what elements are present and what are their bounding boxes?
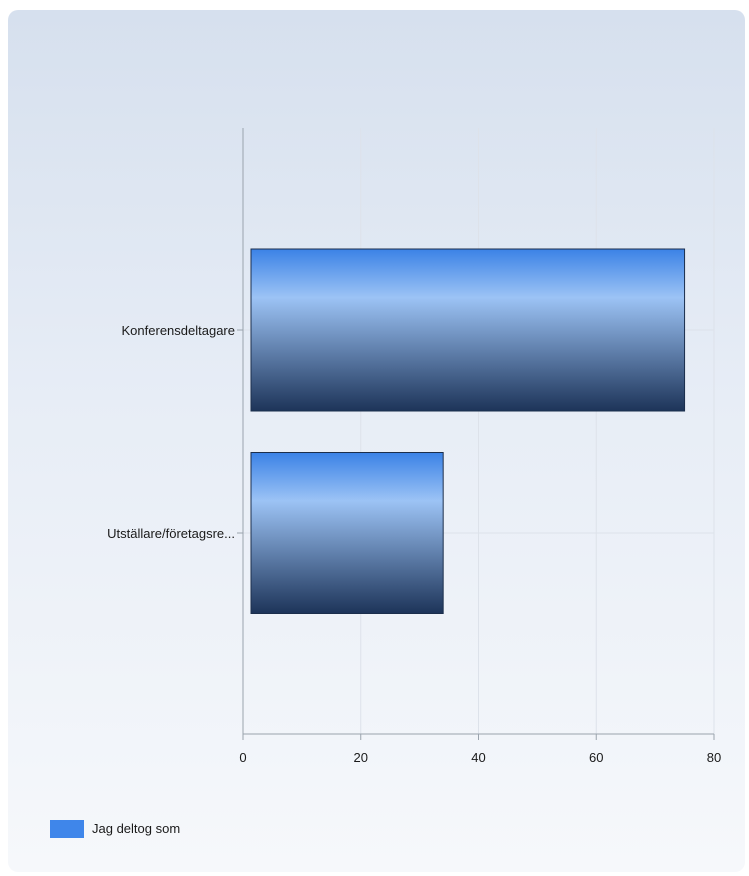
bars	[250, 248, 686, 614]
x-tick-label-60: 60	[589, 750, 603, 765]
bar-0	[250, 248, 686, 412]
x-tick-label-40: 40	[471, 750, 485, 765]
category-label-0: Konferensdeltagare	[122, 323, 235, 338]
legend: Jag deltog som	[50, 820, 180, 838]
legend-swatch	[50, 820, 84, 838]
chart-panel: 0 20 40 60 80 Konferensdeltagare Utställare/fö…	[8, 10, 745, 872]
axes	[237, 128, 715, 740]
x-tick-label-20: 20	[354, 750, 368, 765]
bar-chart: 0 20 40 60 80 Konferensdeltagare Utställare/fö…	[50, 128, 721, 838]
bar-1	[250, 452, 444, 614]
category-label-1: Utställare/företagsre...	[107, 526, 235, 541]
legend-label: Jag deltog som	[92, 821, 180, 836]
gridlines	[243, 128, 715, 734]
labels: 0 20 40 60 80 Konferensdeltagare Utställare/fö…	[107, 323, 721, 765]
x-tick-label-80: 80	[707, 750, 721, 765]
x-tick-label-0: 0	[239, 750, 246, 765]
